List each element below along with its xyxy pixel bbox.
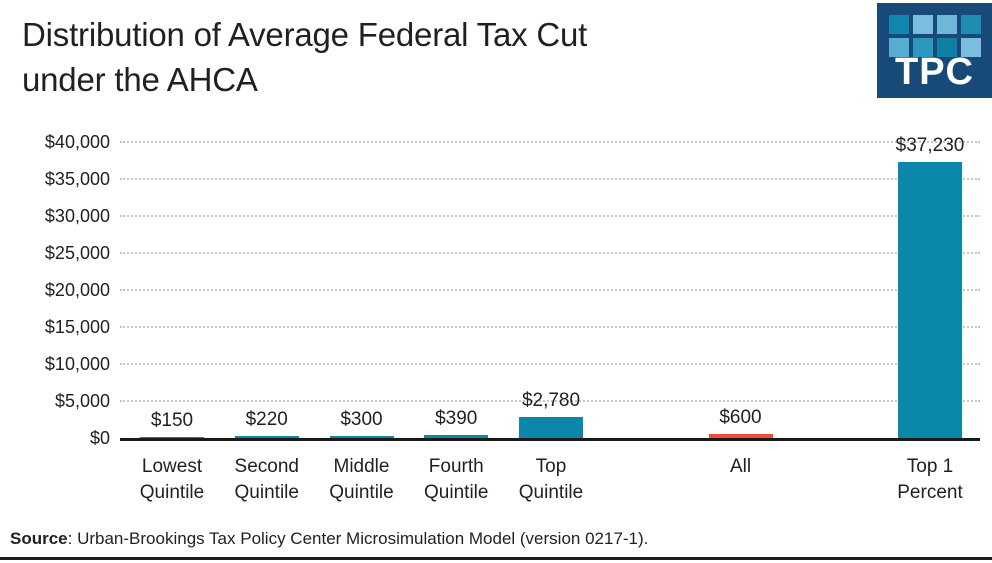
- gridline: [120, 215, 980, 217]
- x-category-label: Second Quintile: [234, 456, 299, 503]
- bar-value-label: $220: [245, 409, 288, 431]
- source-text: : Urban-Brookings Tax Policy Center Micr…: [67, 529, 649, 548]
- logo-square-icon: [913, 15, 933, 34]
- bar: [519, 417, 583, 438]
- y-tick-label: $25,000: [44, 243, 110, 263]
- logo-square-icon: [961, 38, 981, 57]
- x-category-label: Top 1 Percent: [897, 456, 963, 503]
- tpc-logo-squares-icon: [889, 15, 981, 57]
- x-category-label: Top Quintile: [518, 456, 584, 503]
- bar-value-label: $600: [719, 406, 762, 428]
- x-category-label: Lowest Quintile: [139, 456, 205, 503]
- y-tick-label: $30,000: [44, 206, 110, 226]
- source-note: Source: Urban-Brookings Tax Policy Cente…: [10, 529, 648, 549]
- source-label: Source: [10, 529, 68, 548]
- gridline: [120, 252, 980, 254]
- bar-value-label: $2,780: [521, 390, 581, 412]
- tpc-logo: TPC: [877, 3, 992, 98]
- logo-square-icon: [937, 38, 957, 57]
- x-category-label: Fourth Quintile: [424, 456, 489, 503]
- y-tick-label: $10,000: [44, 354, 110, 374]
- gridline: [120, 289, 980, 291]
- logo-square-icon: [889, 38, 909, 57]
- bar: [140, 436, 204, 438]
- logo-square-icon: [937, 15, 957, 34]
- logo-square-icon: [961, 15, 981, 34]
- gridline: [120, 326, 980, 328]
- bar-value-label: $37,230: [895, 135, 965, 157]
- gridline: [120, 141, 980, 143]
- y-tick-label: $15,000: [44, 317, 110, 337]
- y-tick-label: $40,000: [44, 132, 110, 152]
- bar: [329, 435, 394, 438]
- chart-title: Distribution of Average Federal Tax Cut …: [22, 16, 588, 98]
- y-tick-label: $35,000: [44, 169, 110, 189]
- bar: [424, 435, 489, 438]
- bar: [708, 433, 773, 438]
- x-category-label: Middle Quintile: [329, 456, 394, 503]
- gridline: [120, 400, 980, 402]
- bar-value-label: $390: [435, 408, 478, 430]
- bar-value-label: $150: [150, 409, 194, 431]
- bar: [234, 436, 299, 438]
- y-tick-label: $5,000: [54, 391, 110, 411]
- logo-square-icon: [913, 38, 933, 57]
- gridline: [120, 363, 980, 365]
- bar-value-label: $300: [340, 408, 383, 430]
- tpc-logo-text: TPC: [895, 51, 974, 93]
- gridline: [120, 178, 980, 180]
- bar: [898, 162, 962, 438]
- bottom-border-rule: [0, 557, 992, 560]
- x-category-label: All: [729, 456, 752, 477]
- y-tick-label: $0: [89, 428, 110, 448]
- logo-square-icon: [889, 15, 909, 34]
- x-axis-line: [120, 438, 980, 441]
- y-tick-label: $20,000: [44, 280, 110, 300]
